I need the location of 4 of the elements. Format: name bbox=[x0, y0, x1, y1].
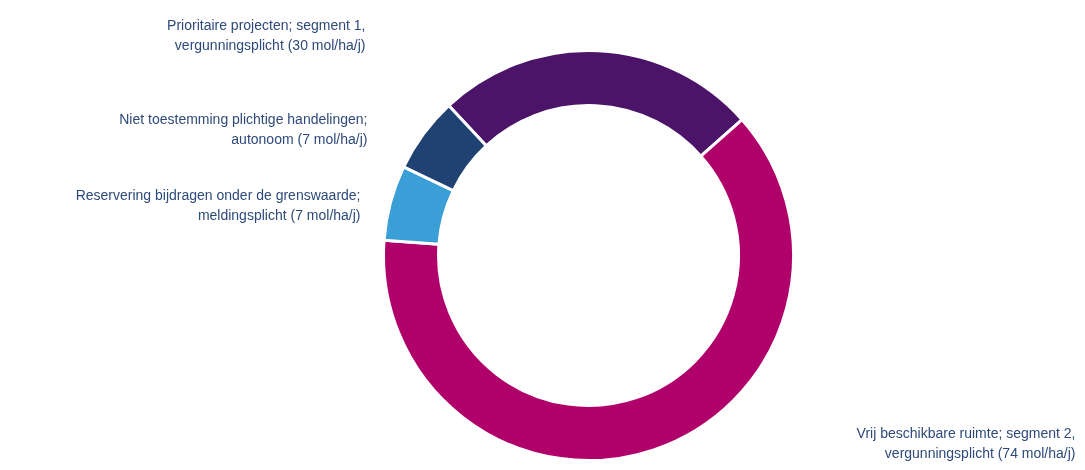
slice-label: Reservering bijdragen onder de grenswaarde; meldingsplicht (7 mol/ha/j) bbox=[75, 186, 361, 224]
slice-label: Vrij beschikbare ruimte; segment 2, vergunningsplicht (74 mol/ha/j) bbox=[856, 424, 1076, 462]
slice-label: Niet toestemming plichtige handelingen; autonoom (7 mol/ha/j) bbox=[119, 110, 368, 148]
slice-label: Prioritaire projecten; segment 1, vergunningsplicht (30 mol/ha/j) bbox=[167, 16, 366, 54]
